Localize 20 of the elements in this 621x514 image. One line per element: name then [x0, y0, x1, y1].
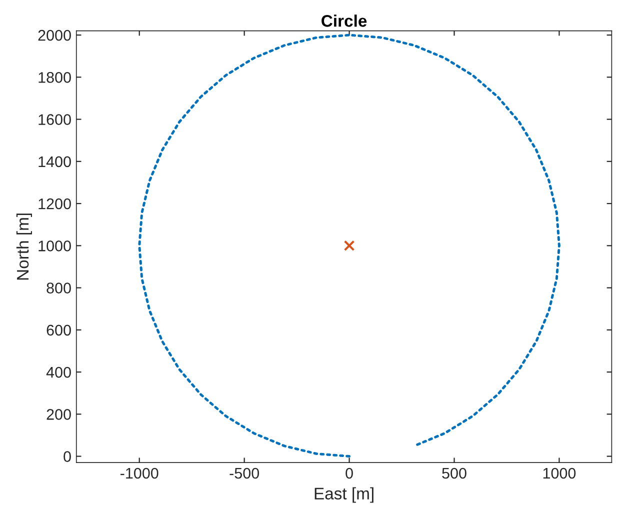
- x-tick-label: -1000: [120, 468, 158, 479]
- x-tick-label: 500: [442, 468, 466, 479]
- y-tick-label: 1600: [38, 114, 71, 125]
- x-tick-label: 0: [346, 468, 353, 479]
- x-tick-label: -500: [230, 468, 260, 479]
- chart-title: Circle: [322, 14, 367, 27]
- y-tick-label: 1000: [38, 240, 71, 252]
- y-tick-label: 2000: [38, 30, 71, 41]
- y-tick-label: 1800: [38, 72, 71, 83]
- y-tick-label: 600: [46, 324, 71, 336]
- y-tick-label: 0: [64, 451, 71, 462]
- x-axis-title: East [m]: [314, 487, 374, 503]
- y-tick-label: 200: [46, 409, 71, 420]
- line-series: [138, 34, 560, 458]
- x-tick-label: 1000: [543, 468, 576, 479]
- y-tick-label: 800: [46, 282, 71, 294]
- y-axis-title: North [m]: [16, 214, 32, 280]
- y-tick-label: 1200: [38, 198, 71, 210]
- y-tick-label: 1400: [38, 156, 71, 168]
- y-tick-label: 400: [46, 366, 71, 378]
